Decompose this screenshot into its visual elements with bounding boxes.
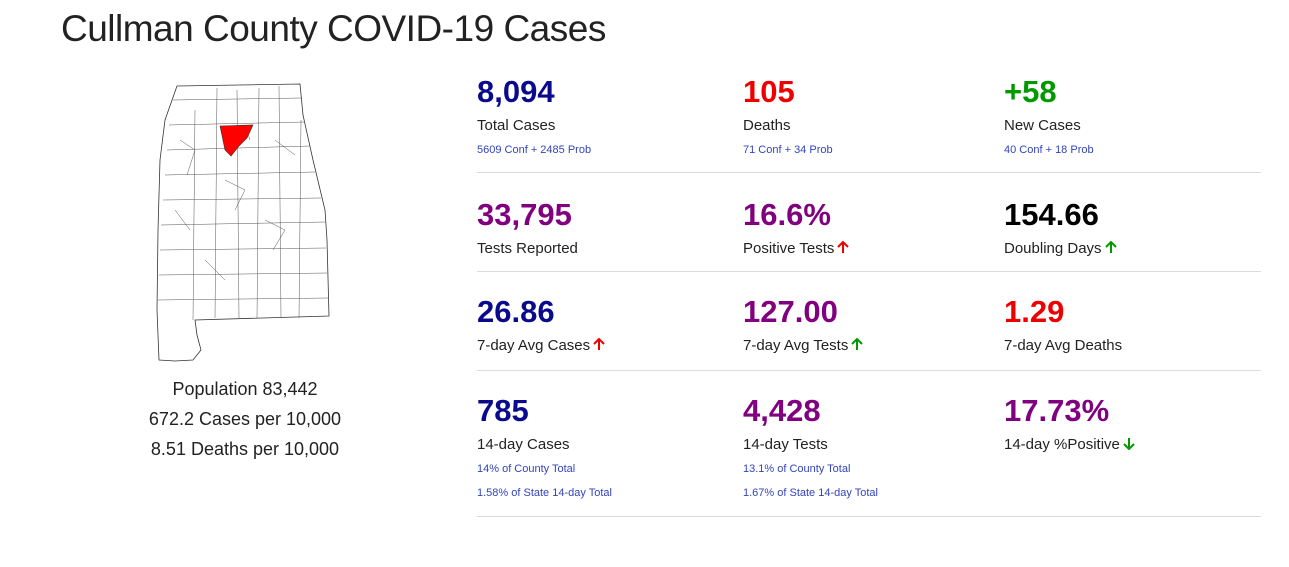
page-title: Cullman County COVID-19 Cases — [61, 8, 606, 49]
stat-label: 7-day Avg Tests — [743, 337, 849, 354]
stat-label: 14-day Cases — [477, 436, 570, 453]
avg-tests-7d-stat: 127.00 7-day Avg Tests — [743, 292, 864, 355]
doubling-days-stat: 154.66 Doubling Days — [1004, 195, 1117, 258]
stat-value: 154.66 — [1004, 197, 1099, 232]
tests-reported-stat: 33,795 Tests Reported — [477, 195, 578, 258]
positive-14d-stat: 17.73% 14-day %Positive — [1004, 391, 1135, 454]
stat-label: 7-day Avg Deaths — [1004, 337, 1123, 354]
stat-label: Doubling Days — [1004, 240, 1102, 257]
stat-label: 7-day Avg Cases — [477, 337, 591, 354]
cases-14d-stat: 785 14-day Cases 14% of County Total 1.5… — [477, 391, 612, 500]
stat-value: 16.6% — [743, 197, 831, 232]
avg-deaths-7d-stat: 1.29 7-day Avg Deaths — [1004, 292, 1122, 355]
stat-label: 14-day %Positive — [1004, 436, 1120, 453]
stat-value: 33,795 — [477, 197, 572, 232]
population-block: Population 83,442 672.2 Cases per 10,000… — [130, 374, 360, 464]
stat-value: 4,428 — [743, 393, 821, 428]
population-text: Population 83,442 — [172, 379, 318, 399]
avg-cases-7d-stat: 26.86 7-day Avg Cases — [477, 292, 605, 355]
tests-14d-stat: 4,428 14-day Tests 13.1% of County Total… — [743, 391, 878, 500]
stat-value: 127.00 — [743, 294, 838, 329]
stat-value: 8,094 — [477, 74, 555, 109]
stat-label: Tests Reported — [477, 240, 578, 257]
arrow-down-icon — [1123, 438, 1135, 450]
stat-sub: 1.58% of State 14-day Total — [477, 487, 612, 499]
stat-label: Positive Tests — [743, 240, 835, 257]
stat-label-row: 7-day Avg Cases — [477, 337, 605, 355]
stat-sub: 71 Conf + 34 Prob — [743, 144, 833, 156]
stat-label-row: 14-day %Positive — [1004, 436, 1135, 454]
new-cases-stat: +58 New Cases 40 Conf + 18 Prob — [1004, 72, 1094, 157]
arrow-up-icon — [1104, 241, 1117, 253]
stat-sub: 14% of County Total — [477, 463, 576, 475]
cases-per-10k-text: 672.2 Cases per 10,000 — [148, 409, 342, 429]
stat-value: 1.29 — [1004, 294, 1065, 329]
arrow-up-icon — [851, 338, 864, 350]
stat-value: 26.86 — [477, 294, 555, 329]
stat-value: 105 — [743, 74, 795, 109]
stat-value: 17.73% — [1004, 393, 1110, 428]
stat-label-row: Positive Tests — [743, 240, 850, 258]
stat-row: 785 14-day Cases 14% of County Total 1.5… — [477, 371, 1261, 517]
arrow-up-icon — [593, 338, 605, 350]
alabama-county-map — [156, 83, 330, 362]
stat-value: 785 — [477, 393, 529, 428]
deaths-stat: 105 Deaths 71 Conf + 34 Prob — [743, 72, 833, 157]
stat-row: 8,094 Total Cases 5609 Conf + 2485 Prob … — [477, 72, 1261, 173]
stats-grid: 8,094 Total Cases 5609 Conf + 2485 Prob … — [477, 72, 1261, 517]
arrow-up-icon — [837, 241, 850, 253]
stat-sub: 13.1% of County Total — [743, 463, 851, 475]
stat-label: New Cases — [1004, 117, 1081, 134]
stat-row: 26.86 7-day Avg Cases 127.00 7-day Avg T… — [477, 272, 1261, 371]
stat-label: Deaths — [743, 117, 791, 134]
positive-tests-stat: 16.6% Positive Tests — [743, 195, 850, 258]
stat-row: 33,795 Tests Reported 16.6% Positive Tes… — [477, 173, 1261, 272]
stat-label-row: Doubling Days — [1004, 240, 1117, 258]
stat-value: +58 — [1004, 74, 1057, 109]
cullman-county-highlight — [219, 124, 254, 157]
stat-sub: 1.67% of State 14-day Total — [743, 487, 878, 499]
total-cases-stat: 8,094 Total Cases 5609 Conf + 2485 Prob — [477, 72, 591, 157]
stat-label-row: 7-day Avg Tests — [743, 337, 864, 355]
state-outline — [156, 83, 330, 362]
stat-sub: 40 Conf + 18 Prob — [1004, 144, 1094, 156]
deaths-per-10k-text: 8.51 Deaths per 10,000 — [150, 439, 340, 459]
stat-label: 14-day Tests — [743, 436, 828, 453]
stat-sub: 5609 Conf + 2485 Prob — [477, 144, 592, 156]
stat-label: Total Cases — [477, 117, 556, 134]
